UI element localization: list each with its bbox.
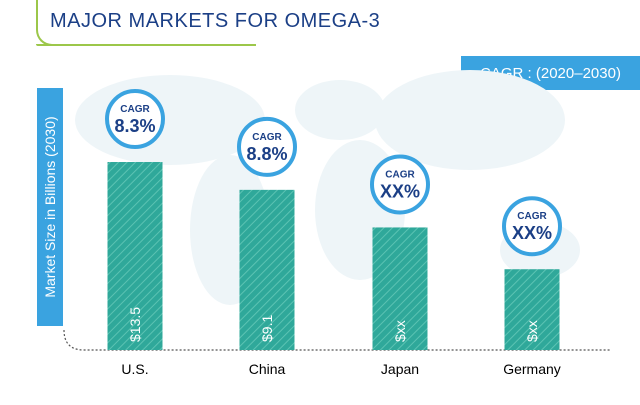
cagr-circle-2 (370, 154, 430, 215)
title-accent-underline (36, 44, 256, 46)
x-tick-label-0: U.S. (121, 361, 148, 377)
cagr-circle-3 (502, 196, 562, 257)
x-tick-label-2: Japan (381, 361, 419, 377)
bar-value-label-2: $xx (392, 320, 408, 342)
bar-0 (107, 162, 163, 350)
bar-2 (372, 227, 428, 350)
cagr-circle-0 (105, 89, 165, 149)
x-tick-label-1: China (249, 361, 286, 377)
x-tick-label-3: Germany (503, 361, 561, 377)
chart-title: MAJOR MARKETS FOR OMEGA-3 (50, 10, 381, 32)
cagr-circle-1 (237, 116, 297, 177)
bar-3 (504, 269, 560, 350)
title-accent-line (36, 0, 38, 30)
cagr-caption-0: CAGR (120, 104, 150, 115)
cagr-value-3: XX% (512, 223, 552, 243)
x-axis-line (63, 329, 610, 351)
cagr-caption-1: CAGR (252, 132, 282, 143)
cagr-value-2: XX% (380, 181, 420, 201)
bar-value-label-3: $xx (524, 320, 540, 342)
cagr-caption-2: CAGR (385, 169, 415, 180)
bar-value-label-0: $13.5 (127, 307, 143, 342)
y-axis-label-panel (37, 88, 63, 326)
cagr-caption-3: CAGR (517, 211, 547, 222)
bar-1 (239, 189, 295, 350)
cagr-value-0: 8.3% (114, 116, 155, 136)
cagr-value-1: 8.8% (246, 144, 287, 164)
bar-value-label-1: $9.1 (259, 315, 275, 342)
